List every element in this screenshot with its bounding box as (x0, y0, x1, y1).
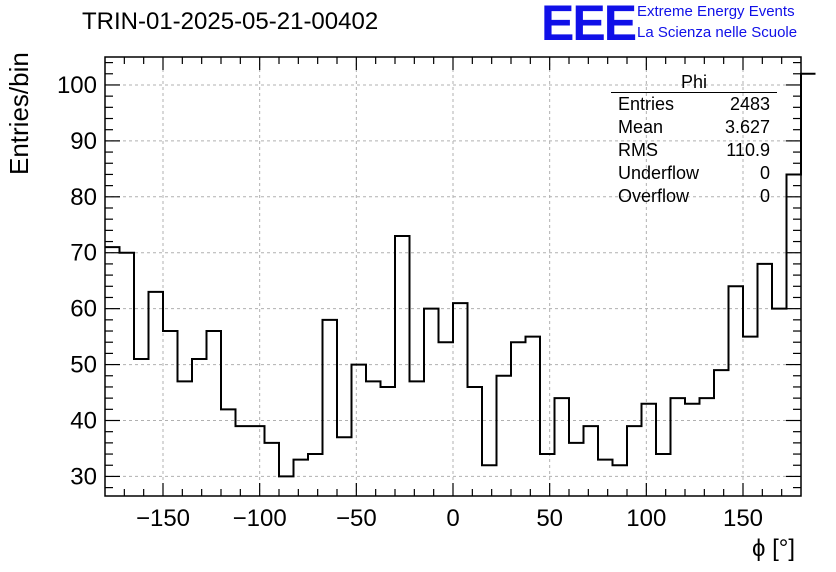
tick-marks (105, 57, 801, 496)
x-tick-label: −100 (233, 505, 287, 532)
stats-row-rms: RMS 110.9 (611, 139, 777, 162)
logo-text-line1: Extreme Energy Events (637, 3, 795, 20)
stats-row-entries: Entries 2483 (611, 93, 777, 116)
x-tick-label: 150 (723, 505, 763, 532)
y-tick-label: 60 (70, 296, 97, 323)
stats-value: 3.627 (724, 117, 770, 137)
stats-value: 0 (759, 186, 770, 206)
stats-row-mean: Mean 3.627 (611, 116, 777, 139)
stats-title: Phi (611, 72, 777, 93)
histogram-series (105, 72, 816, 478)
x-tick-label: −150 (136, 505, 190, 532)
x-tick-label: 0 (446, 505, 459, 532)
y-tick-label: 70 (70, 240, 97, 267)
stats-label: Entries (618, 94, 675, 114)
stats-label: Underflow (618, 163, 700, 183)
chart-title: TRIN-01-2025-05-21-00402 (82, 8, 379, 35)
x-axis-label: ϕ [°] (752, 535, 796, 562)
y-tick-label: 30 (70, 463, 97, 490)
y-tick-label: 80 (70, 184, 97, 211)
stats-box: Phi Entries 2483 Mean 3.627 RMS 110.9 Un… (611, 72, 777, 208)
y-tick-label: 100 (57, 72, 97, 99)
grid-lines (105, 57, 801, 496)
x-tick-label: 100 (626, 505, 666, 532)
y-tick-label: 40 (70, 408, 97, 435)
stats-label: Mean (618, 117, 664, 137)
stats-value: 110.9 (726, 140, 770, 160)
y-tick-label: 90 (70, 128, 97, 155)
stats-label: Overflow (618, 186, 690, 206)
stats-label: RMS (618, 140, 658, 160)
stats-row-underflow: Underflow 0 (611, 162, 777, 185)
eee-logo: EEE (541, 0, 637, 51)
x-tick-label: 50 (536, 505, 563, 532)
histogram-outline (105, 72, 816, 478)
y-axis-label: Entries/bin (4, 52, 34, 175)
x-tick-label: −50 (336, 505, 377, 532)
tick-labels: −150 −100 −50 0 50 100 150 30 40 50 60 70 80 90 100 (57, 72, 763, 532)
logo-text-line2: La Scienza nelle Scuole (637, 24, 798, 41)
stats-value: 2483 (729, 94, 770, 114)
y-tick-label: 50 (70, 352, 97, 379)
stats-value: 0 (759, 163, 770, 183)
stats-row-overflow: Overflow 0 (611, 185, 777, 208)
